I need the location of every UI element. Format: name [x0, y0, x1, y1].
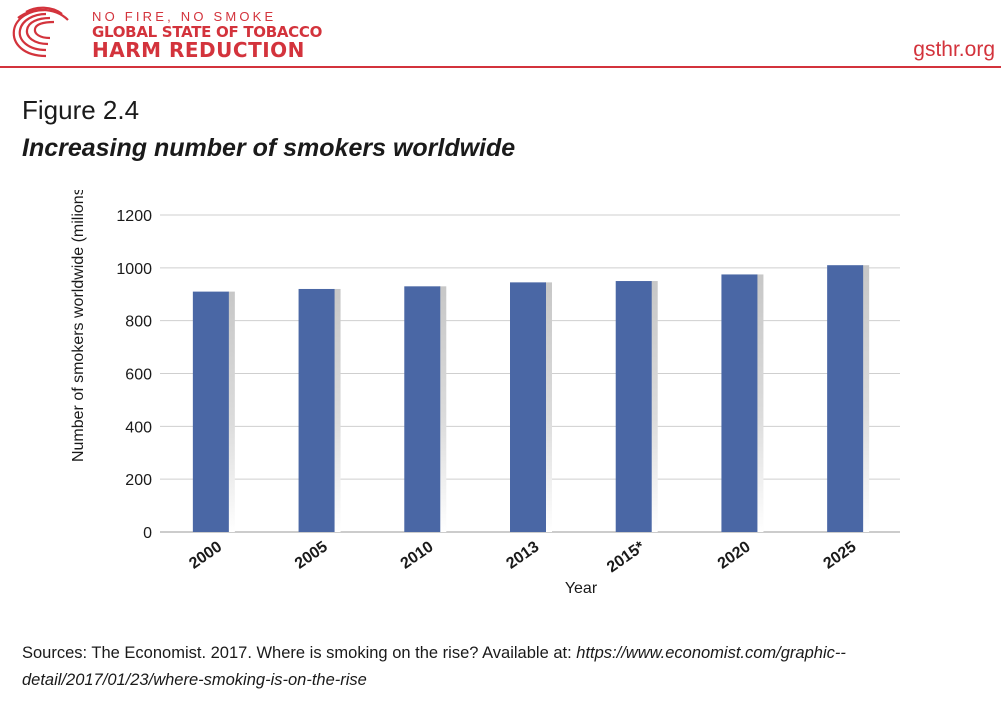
x-axis-label: Year [565, 580, 598, 597]
chart-bars [192, 265, 870, 532]
x-tick-label: 2005 [292, 538, 331, 572]
figure-title: Increasing number of smokers worldwide [22, 134, 516, 162]
bar-2013 [510, 282, 546, 532]
y-tick-label: 400 [125, 419, 152, 436]
brand-name-line: GLOBAL STATE OF TOBACCO [92, 23, 323, 41]
bar-shadow [650, 281, 658, 532]
x-tick-label: 2000 [186, 538, 225, 572]
page-header: NO FIRE, NO SMOKE GLOBAL STATE OF TOBACC… [0, 0, 1001, 68]
y-tick-label: 0 [143, 525, 152, 542]
sources-note: Sources: The Economist. 2017. Where is s… [22, 640, 982, 694]
y-tick-label: 800 [125, 314, 152, 331]
bar-2020 [721, 274, 758, 532]
x-tick-label: 2015* [604, 538, 649, 576]
sources-text: Sources: The Economist. 2017. Where is s… [22, 644, 577, 662]
y-tick-label: 1000 [116, 261, 152, 278]
y-axis-label: Number of smokers worldwide (milions) [70, 190, 87, 462]
bar-2000 [192, 291, 229, 532]
x-tick-label: 2020 [715, 538, 754, 572]
x-tick-label: 2013 [503, 538, 542, 572]
bar-2010 [404, 286, 441, 532]
site-link[interactable]: gsthr.org [913, 38, 995, 61]
bar-chart: 0 200 400 600 800 1000 1200 2000 2005 2010 2013 201… [70, 190, 900, 597]
brand-tagline: NO FIRE, NO SMOKE [92, 9, 277, 24]
bar-shadow [862, 265, 870, 532]
bar-shadow [545, 282, 552, 532]
x-tick-label: 2025 [821, 538, 860, 572]
sources-url[interactable]: https://www.economist.com/graphic--detai… [22, 644, 846, 689]
y-tick-label: 1200 [116, 208, 152, 225]
globe-swirl-icon [12, 6, 69, 58]
bar-shadow [439, 286, 447, 532]
bar-shadow [756, 274, 764, 532]
bar-2025 [827, 265, 864, 532]
bar-2015 [615, 281, 652, 532]
y-tick-label: 200 [125, 472, 152, 489]
x-tick-label: 2010 [398, 538, 437, 572]
y-tick-label: 600 [125, 367, 152, 384]
bar-shadow [333, 288, 341, 532]
figure-label: Figure 2.4 [22, 95, 140, 125]
bar-2005 [298, 288, 335, 532]
bar-shadow [227, 291, 235, 532]
brand-name-emphasis: HARM REDUCTION [92, 38, 305, 62]
